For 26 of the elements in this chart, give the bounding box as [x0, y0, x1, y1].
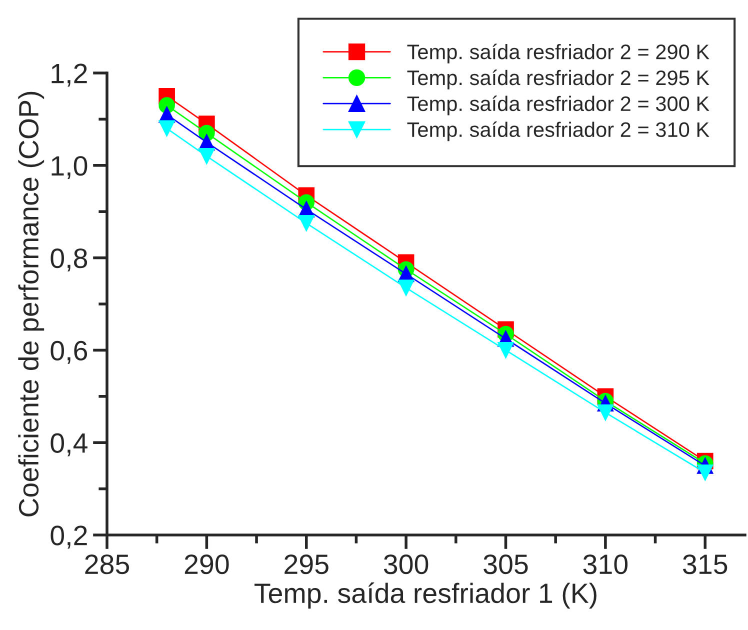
x-tick-label: 295: [284, 554, 328, 574]
legend-label: Temp. saída resfriador 2 = 290 K: [407, 44, 710, 64]
y-tick-label: 0,4: [50, 433, 88, 456]
point: [198, 148, 215, 164]
legend-label: Temp. saída resfriador 2 = 300 K: [407, 96, 710, 116]
y-tick-label: 0,6: [50, 340, 88, 364]
y-tick-label: 0,2: [50, 526, 87, 549]
point: [158, 120, 175, 137]
x-tick-label: 290: [184, 554, 229, 574]
point: [696, 464, 714, 481]
legend-label: Temp. saída resfriador 2 = 310 K: [407, 121, 710, 142]
y-tick-label: 1,2: [52, 64, 87, 87]
point: [298, 214, 315, 232]
legend-label: Temp. saída resfriador 2 = 295 K: [407, 70, 710, 90]
y-tick-label: 0,8: [50, 248, 88, 272]
x-tick-label: 310: [583, 554, 628, 574]
point: [398, 280, 414, 296]
x-axis-title: Temp. saída resfriador 1 (K): [254, 582, 596, 609]
y-axis-title: Coeficiente de performance (COP): [18, 92, 44, 516]
point: [597, 404, 614, 421]
y-tick-label: 1,0: [52, 156, 88, 180]
x-tick-label: 315: [683, 554, 728, 574]
x-tick-label: 300: [384, 554, 428, 574]
x-tick-label: 285: [85, 554, 130, 574]
point: [498, 342, 514, 358]
x-tick-label: 305: [484, 554, 528, 574]
